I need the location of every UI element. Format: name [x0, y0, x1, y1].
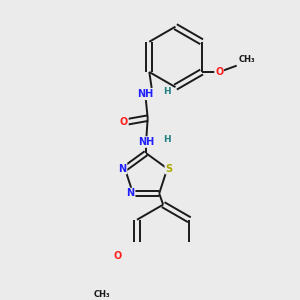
Text: N: N — [127, 188, 135, 199]
Text: H: H — [164, 135, 171, 144]
Text: NH: NH — [138, 137, 154, 147]
Text: O: O — [114, 251, 122, 261]
Text: S: S — [165, 164, 172, 174]
Text: O: O — [215, 67, 223, 77]
Text: H: H — [163, 87, 170, 96]
Text: CH₃: CH₃ — [94, 290, 110, 299]
Text: NH: NH — [137, 89, 153, 99]
Text: N: N — [118, 164, 127, 174]
Text: CH₃: CH₃ — [238, 55, 255, 64]
Text: O: O — [120, 117, 128, 127]
